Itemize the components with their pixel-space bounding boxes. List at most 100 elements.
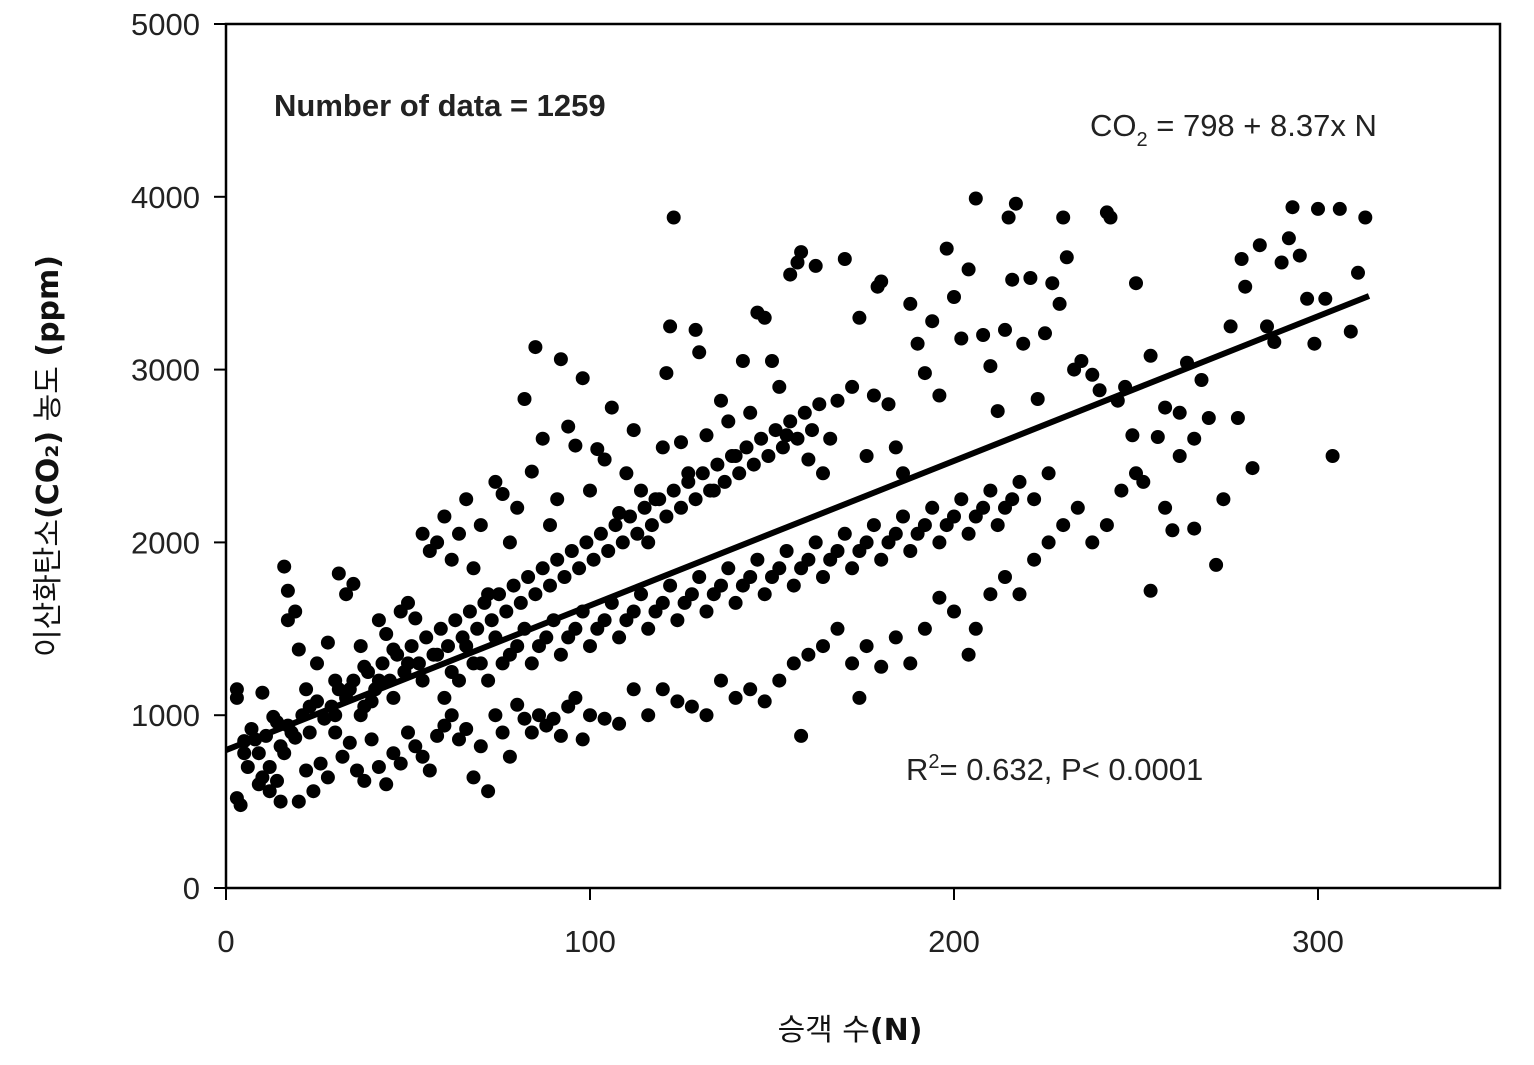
data-point <box>273 794 288 809</box>
data-point <box>593 526 608 541</box>
data-point <box>1085 535 1100 550</box>
data-point <box>1143 348 1158 363</box>
data-point <box>816 570 830 584</box>
data-point <box>1318 291 1333 306</box>
data-point <box>743 682 758 697</box>
data-point <box>1023 271 1038 285</box>
data-point <box>765 354 779 368</box>
data-point <box>237 746 252 761</box>
data-point <box>255 685 270 700</box>
data-point <box>375 656 390 671</box>
data-point <box>903 544 918 558</box>
data-point <box>557 570 572 584</box>
data-point <box>976 328 991 342</box>
data-point <box>630 526 645 541</box>
data-point <box>816 639 830 654</box>
y-tick-label: 2000 <box>131 525 200 560</box>
data-point <box>1223 319 1238 334</box>
data-point <box>1005 272 1020 287</box>
data-point <box>1187 521 1202 536</box>
data-point <box>714 578 728 593</box>
data-point <box>448 613 463 628</box>
data-point <box>1172 405 1187 420</box>
data-point <box>881 397 896 412</box>
regression-line <box>224 293 1371 753</box>
data-point <box>1311 201 1325 216</box>
data-point <box>816 466 830 481</box>
data-point <box>954 492 969 507</box>
data-point <box>601 544 616 558</box>
data-point <box>612 630 627 645</box>
data-point <box>532 708 546 723</box>
data-point <box>1099 518 1114 533</box>
data-point <box>790 431 805 446</box>
data-point <box>637 500 652 515</box>
data-point <box>550 552 565 567</box>
stats-r: R <box>906 752 928 787</box>
data-point <box>1230 411 1245 425</box>
data-point <box>998 570 1012 584</box>
data-point <box>917 621 932 636</box>
data-point <box>805 423 819 438</box>
data-point <box>845 561 860 576</box>
data-point <box>1292 248 1307 263</box>
y-tick-label: 5000 <box>131 7 200 42</box>
data-point <box>1351 265 1365 280</box>
data-point <box>502 749 517 764</box>
data-point <box>757 587 772 602</box>
data-point <box>1012 587 1027 602</box>
data-point <box>888 440 903 455</box>
data-point <box>888 630 903 645</box>
data-point <box>444 708 459 723</box>
y-tick-label: 1000 <box>131 698 200 733</box>
data-point <box>954 331 969 346</box>
data-point <box>586 552 601 567</box>
data-point <box>717 474 732 489</box>
data-point <box>714 393 728 408</box>
data-point <box>761 449 776 463</box>
data-point <box>947 290 961 304</box>
data-point <box>408 611 423 626</box>
data-point <box>1030 392 1045 406</box>
data-point <box>699 428 714 443</box>
data-point <box>597 613 612 628</box>
data-point <box>535 561 550 576</box>
data-point <box>1285 200 1300 215</box>
data-point <box>735 354 750 368</box>
data-point <box>386 690 401 705</box>
data-point <box>1045 276 1060 291</box>
data-point <box>1056 210 1071 225</box>
x-tick-label: 100 <box>564 924 616 959</box>
data-point <box>768 423 783 438</box>
data-point <box>703 483 718 498</box>
data-point <box>357 773 372 788</box>
data-point <box>583 639 597 654</box>
data-point <box>1234 252 1249 266</box>
data-point <box>564 544 579 558</box>
data-point <box>543 518 557 533</box>
data-point <box>830 621 845 636</box>
data-point <box>244 722 259 736</box>
data-point <box>681 474 696 489</box>
data-point <box>859 535 874 550</box>
data-point <box>277 559 292 574</box>
data-point <box>728 690 743 705</box>
data-point <box>310 656 324 671</box>
data-point <box>1238 279 1253 294</box>
data-point <box>510 639 525 654</box>
x-axis-title: 승객 수(N) <box>778 1013 923 1048</box>
data-point <box>466 770 481 785</box>
data-point <box>401 725 415 740</box>
data-point <box>874 659 889 674</box>
data-point <box>983 483 998 498</box>
data-point <box>917 366 932 381</box>
data-point <box>903 296 918 311</box>
data-point <box>797 405 812 420</box>
data-point <box>488 474 503 489</box>
data-point <box>801 647 816 662</box>
data-point <box>1143 583 1158 598</box>
y-axis-title-unit: (ppm) <box>31 255 66 357</box>
data-point <box>670 694 685 709</box>
data-point <box>466 561 481 576</box>
data-point <box>561 419 576 434</box>
